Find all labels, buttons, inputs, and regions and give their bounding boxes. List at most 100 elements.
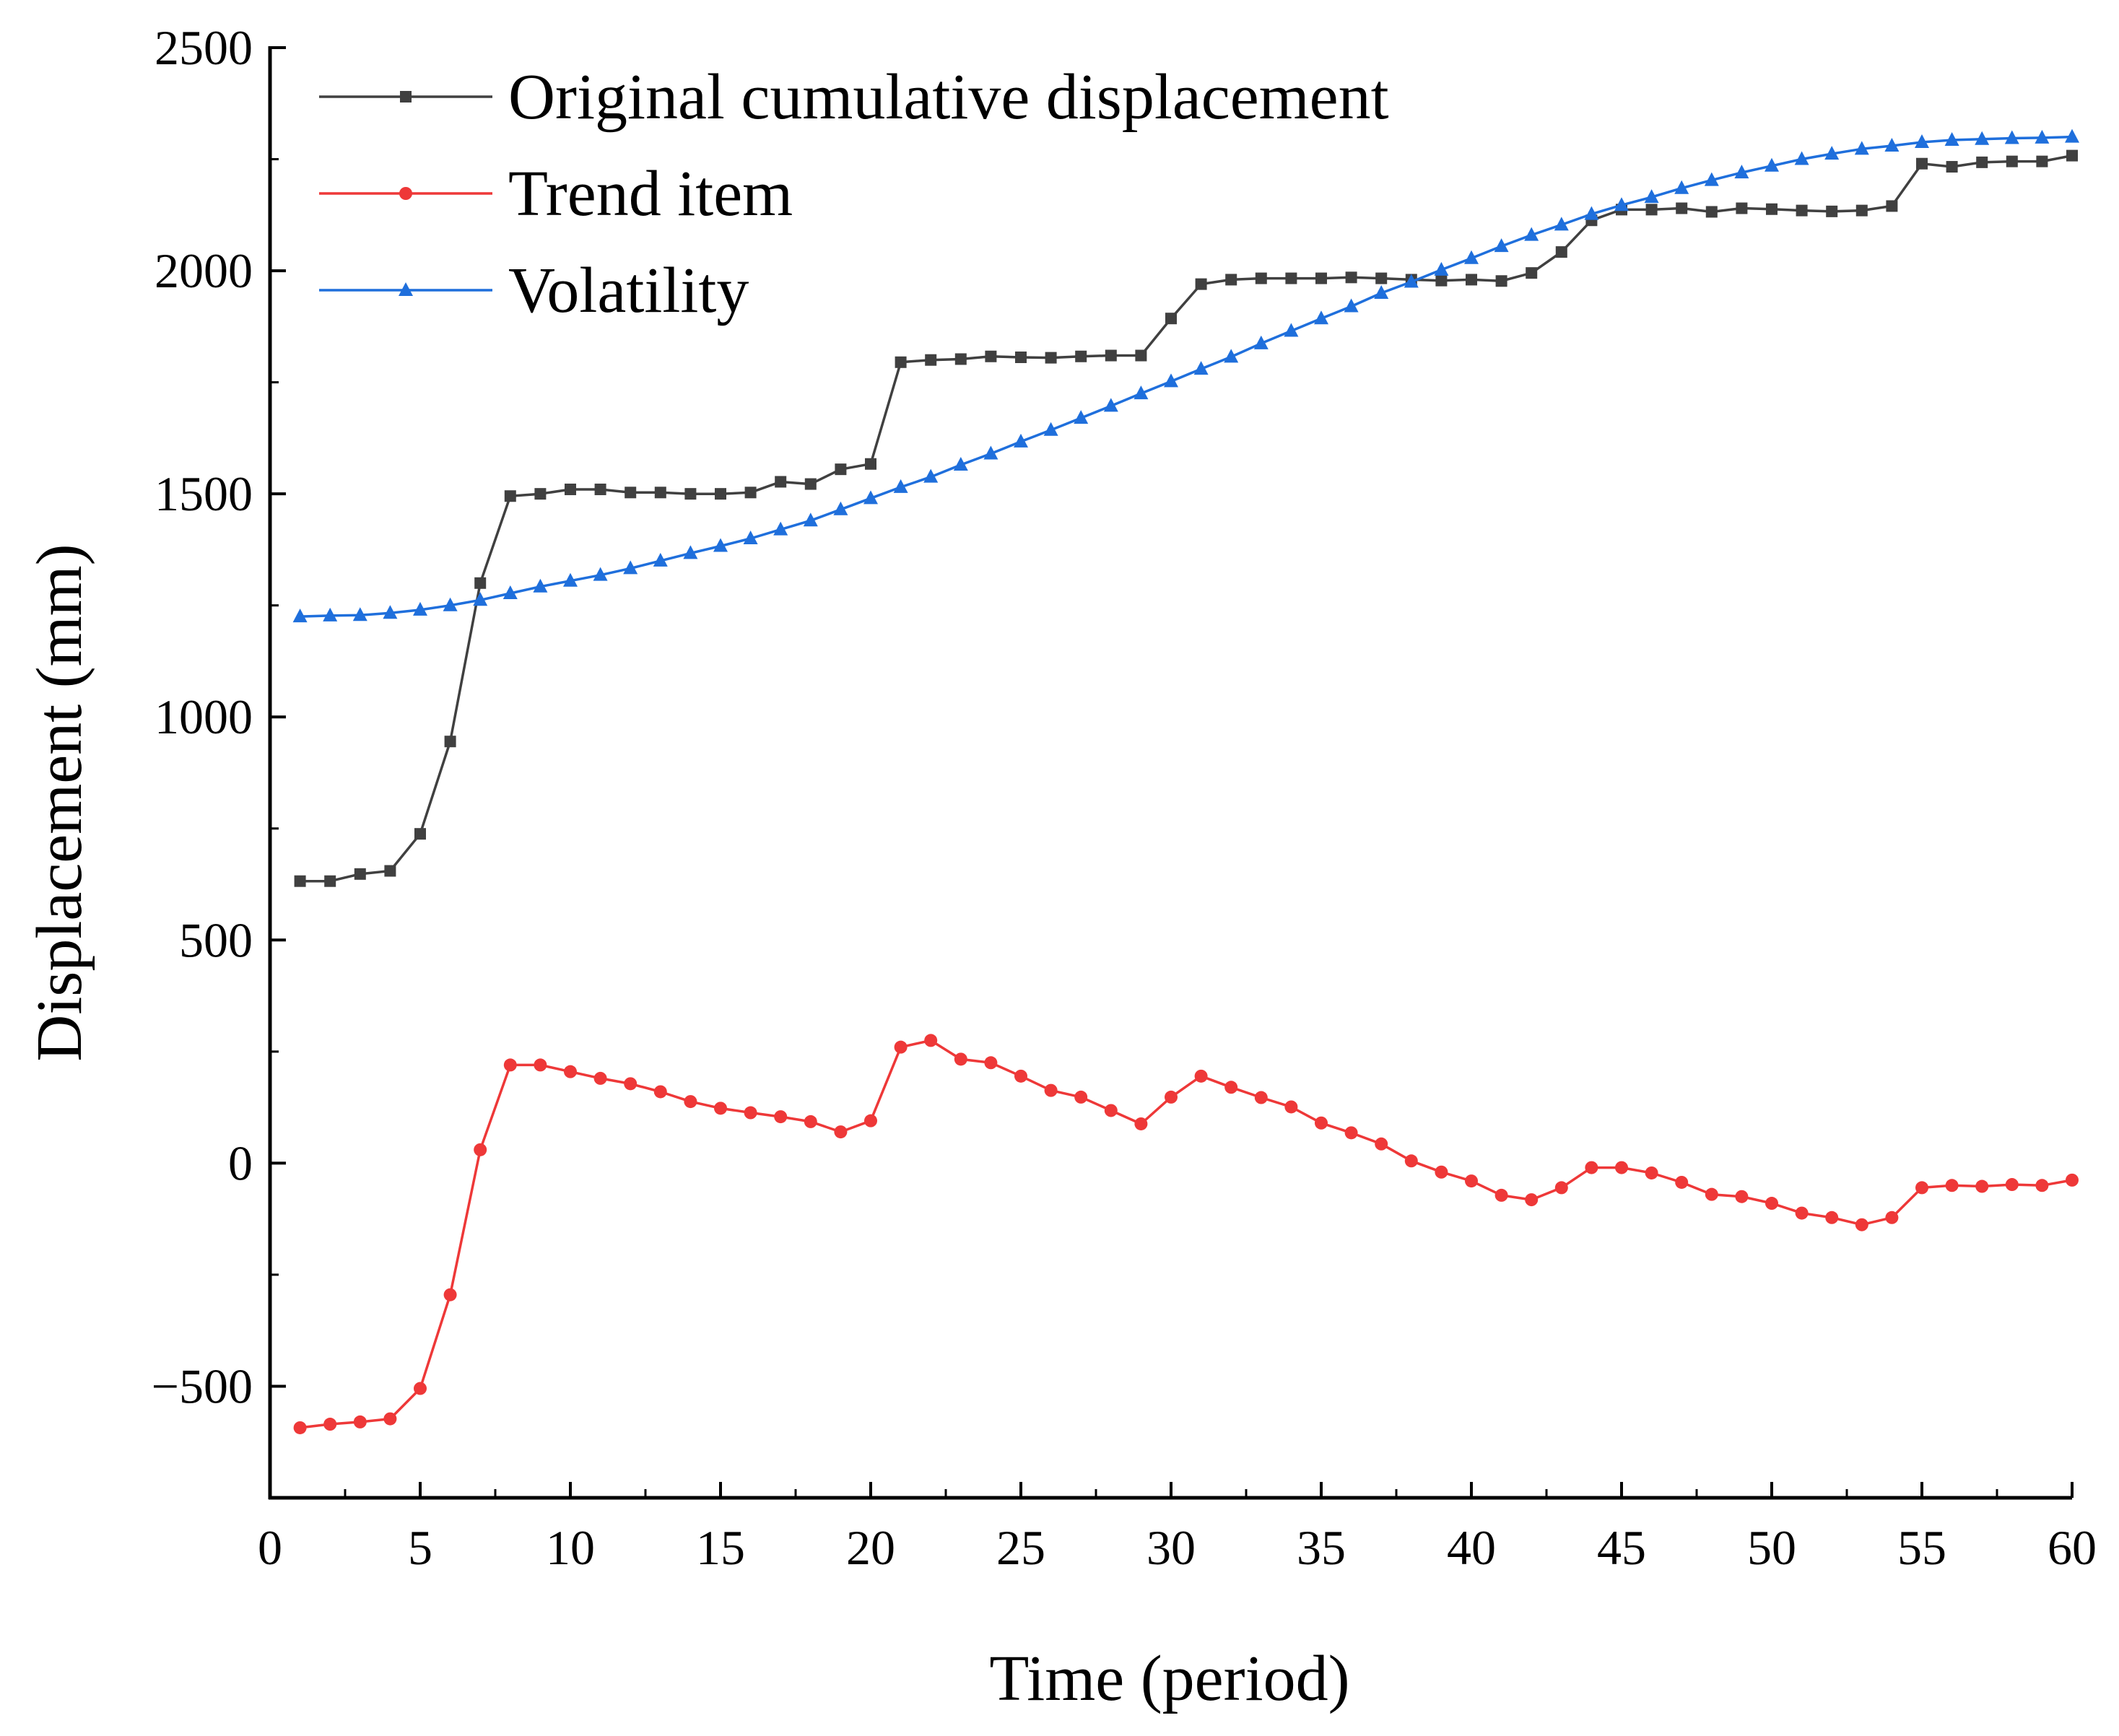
data-point (1014, 433, 1028, 448)
data-point (323, 1418, 337, 1431)
data-point (1975, 1179, 1989, 1193)
data-point (713, 538, 728, 552)
x-tick-label: 45 (1597, 1520, 1646, 1575)
data-point (533, 578, 548, 593)
data-point (1015, 351, 1027, 363)
x-tick-label: 40 (1447, 1520, 1496, 1575)
data-point (894, 1040, 908, 1054)
data-point (1734, 165, 1749, 179)
data-point (775, 476, 787, 488)
data-point (534, 1058, 547, 1072)
data-point (383, 605, 398, 619)
data-point (1796, 204, 1808, 217)
data-point (1074, 410, 1089, 424)
legend: Original cumulative displacement Trend it… (319, 61, 1389, 326)
series-layer (292, 128, 2079, 1434)
data-point (1045, 352, 1057, 364)
data-point (1825, 1211, 1839, 1224)
data-point (1134, 385, 1149, 400)
data-point (624, 1077, 638, 1091)
data-point (353, 1415, 367, 1429)
series-line (300, 135, 2073, 618)
data-point (1435, 274, 1448, 287)
data-point (1584, 206, 1599, 220)
data-point (1375, 1137, 1388, 1151)
data-point (804, 1115, 817, 1128)
series-3 (292, 128, 2079, 623)
data-point (443, 1288, 457, 1301)
data-point (1765, 157, 1779, 172)
data-point (2004, 130, 2019, 144)
data-point (1766, 203, 1778, 215)
x-tick-label: 35 (1297, 1520, 1346, 1575)
data-point (1826, 205, 1838, 217)
data-point (1044, 1083, 1058, 1097)
data-point (864, 1114, 877, 1127)
legend-label: Volatility (508, 255, 749, 326)
x-tick-label: 25 (996, 1520, 1045, 1575)
data-point (863, 490, 878, 505)
data-point (1075, 350, 1087, 362)
data-point (1855, 1218, 1868, 1231)
data-point (683, 545, 698, 559)
data-point (1345, 271, 1357, 284)
data-point (473, 592, 488, 606)
data-point (2005, 1178, 2019, 1192)
data-point (1014, 1069, 1027, 1083)
y-tick-label: 2500 (155, 20, 253, 75)
data-point (1165, 313, 1177, 325)
x-tick-label: 50 (1747, 1520, 1796, 1575)
data-point (1945, 1179, 1959, 1192)
tick-labels: 0 5 10 15 20 25 30 35 40 45 50 55 60 −500 0 500 1000 1500… (152, 20, 2097, 1575)
series-2 (293, 1034, 2079, 1434)
data-point (1104, 1104, 1118, 1117)
data-point (1105, 349, 1117, 362)
data-point (1946, 161, 1958, 173)
legend-label: Original cumulative displacement (508, 61, 1389, 133)
x-tick-label: 15 (696, 1520, 745, 1575)
data-point (1165, 1090, 1178, 1104)
data-point (714, 1102, 727, 1115)
data-point (293, 1421, 307, 1434)
data-point (1916, 157, 1928, 170)
data-point (414, 828, 426, 840)
data-point (1705, 1187, 1718, 1201)
data-point (1645, 204, 1658, 216)
data-point (2066, 1173, 2079, 1187)
data-point (1555, 246, 1567, 258)
data-point (1494, 238, 1509, 253)
y-tick-label: 2000 (155, 243, 253, 298)
data-point (1644, 189, 1659, 204)
data-point (413, 601, 427, 616)
x-tick-label: 20 (846, 1520, 895, 1575)
y-tick-label: −500 (152, 1358, 253, 1413)
data-point (1314, 310, 1328, 325)
x-tick-label: 5 (408, 1520, 432, 1575)
data-point (1344, 298, 1359, 313)
data-point (715, 488, 726, 500)
data-point (744, 1106, 757, 1120)
x-tick-label: 30 (1146, 1520, 1196, 1575)
data-point (923, 468, 939, 483)
data-point (502, 585, 518, 600)
data-point (1705, 206, 1718, 218)
y-tick-label: 0 (228, 1135, 253, 1190)
data-point (2066, 149, 2078, 162)
data-point (1794, 151, 1809, 165)
data-point (1375, 272, 1388, 284)
data-point (1645, 1166, 1658, 1179)
data-point (1976, 156, 1988, 168)
data-point (1225, 274, 1237, 286)
data-point (384, 865, 396, 877)
y-tick-label: 1500 (155, 466, 253, 521)
x-axis-title: Time (period) (989, 1643, 1349, 1714)
data-point (474, 1143, 487, 1156)
data-point (684, 1095, 697, 1109)
data-point (1224, 1081, 1238, 1094)
data-point (593, 1071, 607, 1085)
data-point (654, 487, 666, 499)
data-point (1194, 1069, 1208, 1083)
data-point (1134, 1117, 1148, 1130)
data-point (1915, 134, 1929, 149)
